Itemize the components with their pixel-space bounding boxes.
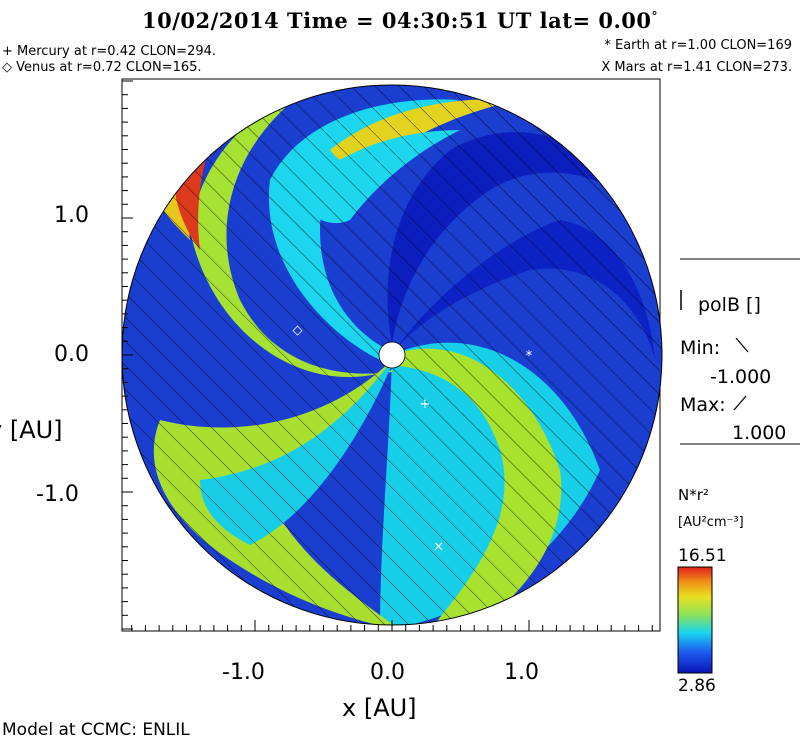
min-label: Min: — [680, 337, 721, 359]
x-tick-label: 1.0 — [504, 660, 539, 685]
sun-icon — [378, 341, 406, 369]
colorbar-label: N*r² — [678, 486, 709, 504]
y-tick-label: 1.0 — [54, 203, 89, 228]
plot-title: 10/02/2014 Time = 04:30:51 UT lat= 0.00° — [141, 8, 659, 33]
mercury-info: + Mercury at r=0.42 CLON=294. — [2, 44, 217, 59]
mars-marker: × — [433, 539, 444, 554]
model-credit: Model at CCMC: ENLIL — [2, 720, 190, 740]
venus-info: ◇ Venus at r=0.72 CLON=165. — [2, 60, 202, 75]
venus-marker: ◇ — [292, 323, 302, 338]
min-value: -1.000 — [710, 366, 772, 388]
y-axis-title: y [AU] — [0, 416, 63, 444]
colorbar-max: 16.51 — [678, 546, 727, 566]
earth-marker: * — [526, 349, 533, 364]
max-label: Max: — [680, 394, 726, 416]
y-tick-label: -1.0 — [36, 482, 79, 507]
earth-info: * Earth at r=1.00 CLON=169 — [604, 38, 792, 53]
colorbar-units: [AU²cm⁻³] — [678, 515, 744, 530]
x-tick-label: 0.0 — [370, 660, 405, 685]
max-value: 1.000 — [732, 422, 787, 444]
polarity-title: polB [] — [698, 294, 761, 316]
y-tick-label: 0.0 — [54, 342, 89, 367]
mars-info: X Mars at r=1.41 CLON=273. — [601, 60, 792, 75]
mercury-marker: + — [419, 397, 430, 412]
colorbar-min: 2.86 — [678, 676, 716, 696]
max-slash-icon — [733, 395, 747, 411]
colorbar — [677, 566, 713, 674]
x-tick-label: -1.0 — [222, 660, 265, 685]
x-axis-title: x [AU] — [342, 694, 417, 722]
min-slash-icon — [735, 337, 749, 353]
